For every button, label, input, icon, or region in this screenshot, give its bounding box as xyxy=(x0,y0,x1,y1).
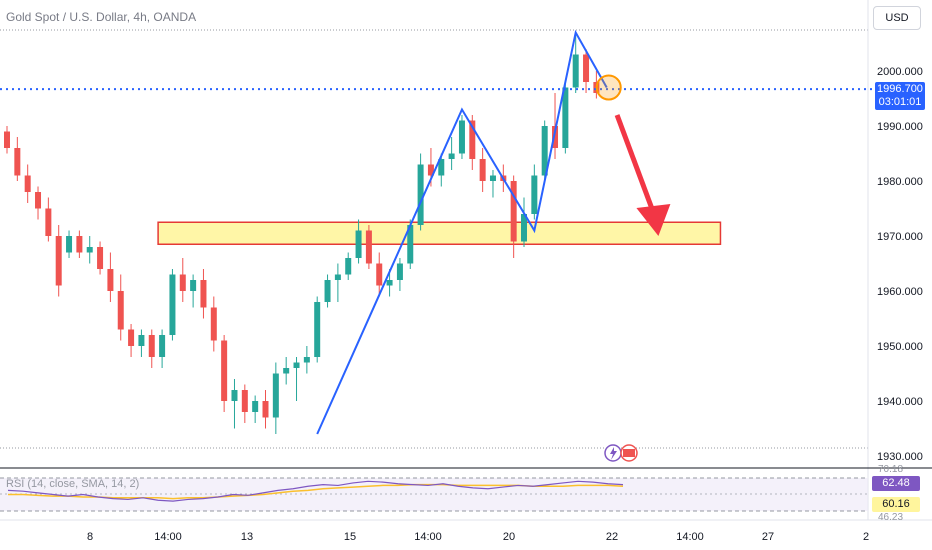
candle-body xyxy=(283,368,290,374)
candle-body xyxy=(252,401,259,412)
x-tick-label: 2 xyxy=(863,531,869,543)
x-tick-label: 15 xyxy=(344,531,356,543)
candle-body xyxy=(479,159,486,181)
x-tick-label: 14:00 xyxy=(676,531,704,543)
x-tick-label: 27 xyxy=(762,531,774,543)
y-tick-label: 1990.000 xyxy=(877,121,923,133)
symbol-title: Gold Spot / U.S. Dollar, 4h, OANDA xyxy=(6,10,197,24)
candle-body xyxy=(76,236,83,253)
candle-body xyxy=(138,335,145,346)
us-flag-glyph-icon xyxy=(623,449,635,457)
current-price-badge: 1996.700 03:01:01 xyxy=(875,82,925,110)
rsi-legend[interactable]: RSI (14, close, SMA, 14, 2) xyxy=(6,478,140,490)
candle-body xyxy=(107,269,114,291)
candle-body xyxy=(117,291,124,330)
candle-body xyxy=(469,120,476,159)
candle-body xyxy=(376,263,383,286)
y-tick-label: 2000.000 xyxy=(877,66,923,78)
candle-body xyxy=(345,258,352,275)
candle-body xyxy=(4,131,10,148)
candle-body xyxy=(241,390,248,412)
candle-body xyxy=(521,214,527,242)
candle-body xyxy=(200,280,207,308)
candle-body xyxy=(386,280,393,286)
candle-body xyxy=(35,192,42,209)
y-tick-label: 1940.000 xyxy=(877,396,923,408)
candle-body xyxy=(583,54,590,82)
candle-body xyxy=(314,302,321,357)
candle-body xyxy=(417,164,424,225)
candle-body xyxy=(572,54,579,88)
candle-body xyxy=(14,148,21,176)
demand-zone xyxy=(157,221,722,245)
candle-body xyxy=(489,175,496,181)
candle-body xyxy=(396,263,403,280)
rsi-line xyxy=(7,480,624,502)
x-tick-label: 13 xyxy=(241,531,253,543)
candle-body xyxy=(427,164,434,176)
candle-body xyxy=(179,274,186,291)
candle-body xyxy=(541,126,548,176)
rsi-value-badge: 62.48 xyxy=(872,476,920,491)
bearish-arrow-head xyxy=(636,204,671,236)
candle-body xyxy=(169,274,176,335)
candle-body xyxy=(334,274,341,280)
candle-body xyxy=(128,329,135,346)
candle-body xyxy=(355,230,362,258)
candle-body xyxy=(448,153,455,159)
currency-button[interactable]: USD xyxy=(873,6,921,30)
candle-body xyxy=(272,373,279,418)
candle-body xyxy=(24,175,31,192)
x-tick-label: 14:00 xyxy=(154,531,182,543)
candle-body xyxy=(293,362,300,368)
y-tick-label: 1960.000 xyxy=(877,286,923,298)
candle-body xyxy=(97,247,104,269)
candle-body xyxy=(458,120,465,154)
candle-body xyxy=(562,87,569,148)
candle-body xyxy=(303,357,310,363)
lightning-glyph-icon xyxy=(610,447,617,460)
candle-body xyxy=(148,335,155,357)
candle-body xyxy=(159,335,166,357)
candle-body xyxy=(55,236,62,286)
bearish-arrow-shaft xyxy=(614,114,658,219)
candle-body xyxy=(438,159,445,176)
candle-body xyxy=(262,401,269,418)
rsi-band xyxy=(0,478,868,511)
candle-body xyxy=(365,230,372,264)
candle-body xyxy=(66,236,73,253)
candle-body xyxy=(231,390,238,401)
rsi-sma-badge: 60.16 xyxy=(872,497,920,512)
rsi-top-tick: 70.18 xyxy=(878,464,903,475)
x-tick-label: 20 xyxy=(503,531,515,543)
x-tick-label: 14:00 xyxy=(414,531,442,543)
candle-body xyxy=(45,208,52,236)
candle-body xyxy=(531,175,538,214)
current-price-label: 1996.700 xyxy=(877,83,923,95)
double-top-pattern xyxy=(316,29,608,435)
highlight-circle xyxy=(595,74,622,101)
candle-body xyxy=(86,247,93,253)
candle-body xyxy=(210,307,217,341)
candle-body xyxy=(552,126,559,148)
y-tick-label: 1970.000 xyxy=(877,231,923,243)
countdown-label: 03:01:01 xyxy=(878,96,922,108)
y-tick-label: 1980.000 xyxy=(877,176,923,188)
x-tick-label: 22 xyxy=(606,531,618,543)
candle-body xyxy=(324,280,331,302)
x-tick-label: 8 xyxy=(87,531,93,543)
rsi-bottom-tick: 46.23 xyxy=(878,512,903,523)
y-tick-label: 1950.000 xyxy=(877,341,923,353)
y-tick-label: 1930.000 xyxy=(877,451,923,463)
candle-body xyxy=(510,181,517,242)
candle-body xyxy=(407,225,414,264)
candle-body xyxy=(190,280,197,291)
candle-body xyxy=(221,340,228,401)
